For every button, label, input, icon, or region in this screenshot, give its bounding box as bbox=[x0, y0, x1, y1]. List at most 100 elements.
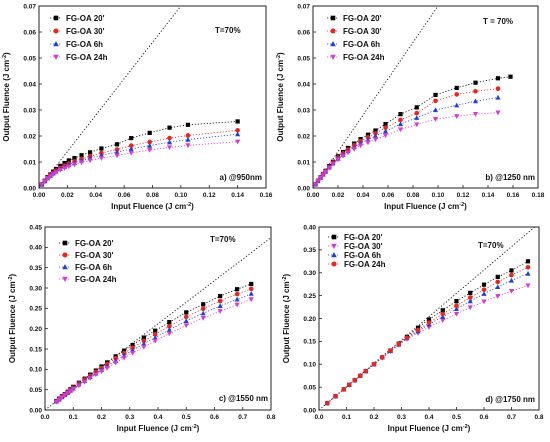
y-tick-label: 0.35 bbox=[303, 247, 316, 254]
data-point bbox=[234, 291, 240, 297]
transmission-annotation: T = 70% bbox=[483, 17, 513, 26]
y-axis-label-close: ) bbox=[282, 273, 291, 276]
series-1 bbox=[39, 119, 240, 187]
y-tick-label: 0.03 bbox=[297, 107, 310, 114]
legend-marker bbox=[330, 28, 336, 34]
x-tick-label: 0.7 bbox=[507, 414, 516, 421]
y-tick-label: 0.06 bbox=[23, 29, 36, 36]
data-point bbox=[317, 175, 324, 181]
series-4 bbox=[53, 297, 254, 405]
x-tick-label: 0.12 bbox=[203, 192, 216, 199]
data-point bbox=[62, 160, 67, 166]
series-4 bbox=[324, 264, 531, 406]
data-point bbox=[183, 318, 189, 324]
y-tick-label: 0.03 bbox=[23, 107, 36, 114]
legend-label: FG-OA 30' bbox=[66, 27, 105, 36]
legend-marker bbox=[62, 252, 68, 258]
x-tick-label: 0.02 bbox=[332, 192, 345, 199]
legend-marker bbox=[331, 243, 337, 249]
x-tick-label: 0.08 bbox=[146, 192, 159, 199]
data-point bbox=[82, 379, 88, 385]
data-point bbox=[130, 342, 135, 348]
y-axis-label-exponent: -2 bbox=[2, 55, 8, 60]
x-tick-label: 0.7 bbox=[238, 414, 247, 421]
x-axis-label-exponent: -2 bbox=[459, 202, 464, 208]
data-point bbox=[57, 167, 63, 173]
panel-label: c) @1550 nm bbox=[219, 394, 268, 403]
panel-label: b) @1250 nm bbox=[485, 173, 535, 182]
data-point bbox=[166, 323, 172, 329]
data-point bbox=[114, 142, 120, 147]
legend-label: FG-OA 30' bbox=[344, 242, 383, 251]
y-tick-label: 0.05 bbox=[29, 387, 42, 394]
data-point bbox=[454, 303, 459, 308]
y-tick-label: 0.20 bbox=[303, 316, 316, 323]
x-axis-label: Input Fluence (J cm-2) bbox=[111, 202, 194, 211]
x-tick-label: 0.04 bbox=[89, 192, 102, 199]
data-point bbox=[235, 287, 240, 292]
y-tick-label: 0.40 bbox=[303, 224, 316, 231]
y-axis-label: Output Fluence (J cm-2) bbox=[276, 52, 285, 142]
data-point bbox=[200, 315, 206, 321]
data-point bbox=[121, 355, 127, 361]
data-point bbox=[98, 156, 104, 161]
data-point bbox=[326, 165, 332, 171]
x-tick-label: 0.10 bbox=[432, 192, 445, 199]
data-point bbox=[481, 291, 487, 296]
y-tick-label: 0.01 bbox=[23, 159, 36, 166]
data-point bbox=[114, 149, 120, 155]
data-point bbox=[345, 150, 351, 156]
x-tick-label: 0.3 bbox=[125, 414, 134, 421]
legend-marker bbox=[330, 15, 336, 21]
data-point bbox=[62, 393, 68, 399]
y-tick-label: 0.05 bbox=[23, 55, 36, 62]
data-point bbox=[398, 117, 403, 123]
data-point bbox=[147, 147, 153, 153]
data-point bbox=[357, 373, 363, 378]
x-tick-label: 0.8 bbox=[266, 414, 275, 421]
x-axis-label: Input Fluence (J cm-2) bbox=[384, 202, 467, 211]
data-point bbox=[454, 85, 459, 90]
x-axis-label-text: Input Fluence (J cm bbox=[388, 424, 463, 433]
data-point bbox=[98, 369, 105, 375]
data-point bbox=[56, 397, 62, 403]
data-point bbox=[183, 323, 189, 329]
data-point bbox=[440, 311, 446, 317]
data-point bbox=[481, 299, 487, 305]
data-point bbox=[248, 286, 254, 292]
series-2 bbox=[313, 86, 501, 187]
data-point bbox=[76, 383, 82, 389]
legend-marker bbox=[330, 41, 336, 47]
legend-marker bbox=[53, 15, 59, 21]
x-axis-label-text: Input Fluence (J cm bbox=[384, 202, 459, 211]
y-tick-label: 0.00 bbox=[29, 407, 42, 414]
data-point bbox=[432, 117, 439, 122]
legend-label: FG-OA 6h bbox=[66, 40, 103, 49]
data-point bbox=[357, 143, 364, 149]
y-axis-label-close: ) bbox=[276, 52, 285, 55]
x-axis-label: Input Fluence (J cm-2) bbox=[117, 424, 200, 433]
transmission-annotation: T=70% bbox=[478, 241, 504, 250]
x-tick-label: 0.14 bbox=[482, 192, 495, 199]
series-line bbox=[315, 97, 499, 185]
x-tick-label: 0.8 bbox=[534, 414, 543, 421]
data-point bbox=[335, 157, 341, 163]
data-point bbox=[66, 164, 72, 170]
x-tick-label: 0.00 bbox=[33, 192, 46, 199]
x-tick-label: 0.06 bbox=[118, 192, 131, 199]
data-point bbox=[397, 127, 404, 133]
data-point bbox=[185, 136, 191, 142]
data-point bbox=[167, 135, 172, 141]
legend-label: FG-OA 6h bbox=[343, 40, 380, 49]
y-tick-label: 0.02 bbox=[23, 133, 36, 140]
data-point bbox=[141, 335, 146, 340]
data-point bbox=[128, 150, 134, 156]
x-axis-label-close: ) bbox=[197, 424, 200, 433]
y-axis-label: Output Fluence (J cm-2) bbox=[8, 273, 17, 363]
data-point bbox=[414, 122, 420, 128]
data-point bbox=[320, 172, 326, 178]
data-point bbox=[372, 137, 379, 143]
y-tick-label: 0.00 bbox=[23, 185, 36, 192]
series-4 bbox=[313, 110, 501, 188]
